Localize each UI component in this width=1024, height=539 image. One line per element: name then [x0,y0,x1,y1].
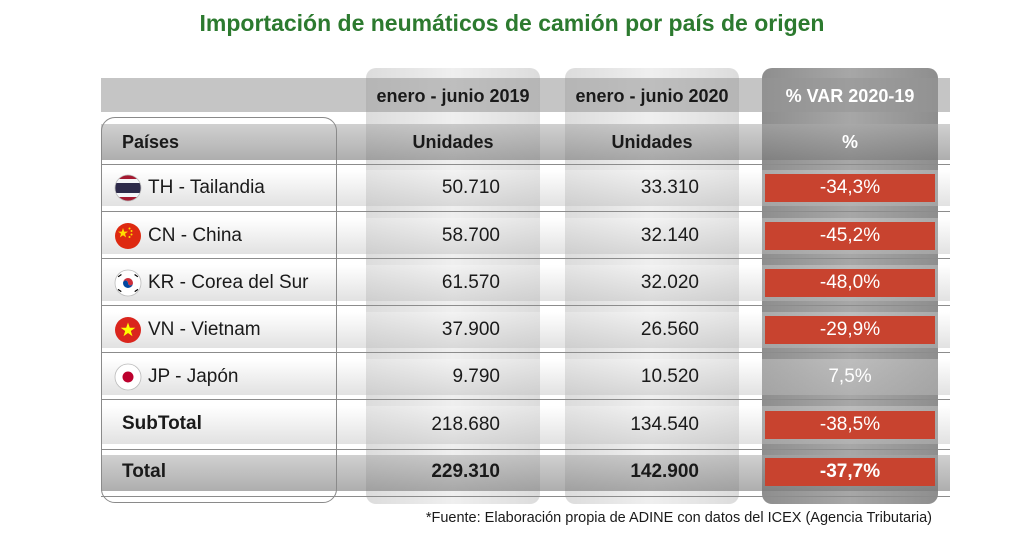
row-band [101,359,950,395]
variation-cell: -34,3% [765,174,935,202]
table-row-label: KR - Corea del Sur [114,269,309,297]
value-2020: 33.310 [640,177,699,198]
units-header-band [101,124,950,160]
value-2019: 61.570 [441,272,500,293]
row-divider [101,496,950,497]
variation-cell: 7,5% [828,366,872,387]
row-divider [101,305,950,306]
china-flag-icon [115,223,141,249]
period-header-band [101,78,950,112]
total-variation: -37,7% [765,458,935,486]
country-name: VN - Vietnam [148,319,261,340]
table-row-label: JP - Japón [114,363,238,391]
chart-title: Importación de neumáticos de camión por … [199,10,825,36]
subtotal-label: SubTotal [122,413,202,434]
row-divider [101,449,950,450]
country-name: TH - Tailandia [148,177,265,198]
header-units-2020: Unidades [611,132,693,152]
subtotal-variation: -38,5% [765,411,935,439]
value-2019: 50.710 [441,177,500,198]
total-2020: 142.900 [630,461,699,482]
value-2020: 32.140 [640,225,699,246]
variation-cell: -48,0% [765,269,935,297]
subtotal-2019: 218.680 [431,414,500,435]
header-period-2019: enero - junio 2019 [376,86,530,106]
row-divider [101,352,950,353]
country-name: JP - Japón [148,366,239,387]
header-period-2020: enero - junio 2020 [575,86,729,106]
row-divider [101,258,950,259]
value-2020: 26.560 [640,319,699,340]
value-2020: 32.020 [640,272,699,293]
total-label: Total [122,461,166,482]
header-countries: Países [122,132,180,152]
header-units-2019: Unidades [412,132,494,152]
thailand-flag-icon [114,174,142,202]
table-row-label: VN - Vietnam [114,316,261,344]
countries-column-frame [101,117,337,503]
vietnam-flag-icon [115,317,141,343]
subtotal-2020: 134.540 [630,414,699,435]
variation-cell: -29,9% [765,316,935,344]
value-2019: 37.900 [441,319,500,340]
value-2020: 10.520 [640,366,699,387]
row-divider [101,399,950,400]
country-name: CN - China [148,225,242,246]
south-korea-flag-icon [114,269,142,297]
row-divider [101,211,950,212]
source-footnote: *Fuente: Elaboración propia de ADINE con… [425,510,932,526]
header-percent: % [841,132,858,152]
country-name: KR - Corea del Sur [148,272,309,293]
value-2019: 58.700 [441,225,500,246]
row-divider [101,164,950,165]
japan-flag-icon [114,363,142,391]
table-row-label: TH - Tailandia [114,174,265,202]
value-2019: 9.790 [452,366,500,387]
variation-cell: -45,2% [765,222,935,250]
header-variation: % VAR 2020-19 [785,86,915,106]
total-2019: 229.310 [431,461,500,482]
table-row-label: CN - China [114,222,242,250]
